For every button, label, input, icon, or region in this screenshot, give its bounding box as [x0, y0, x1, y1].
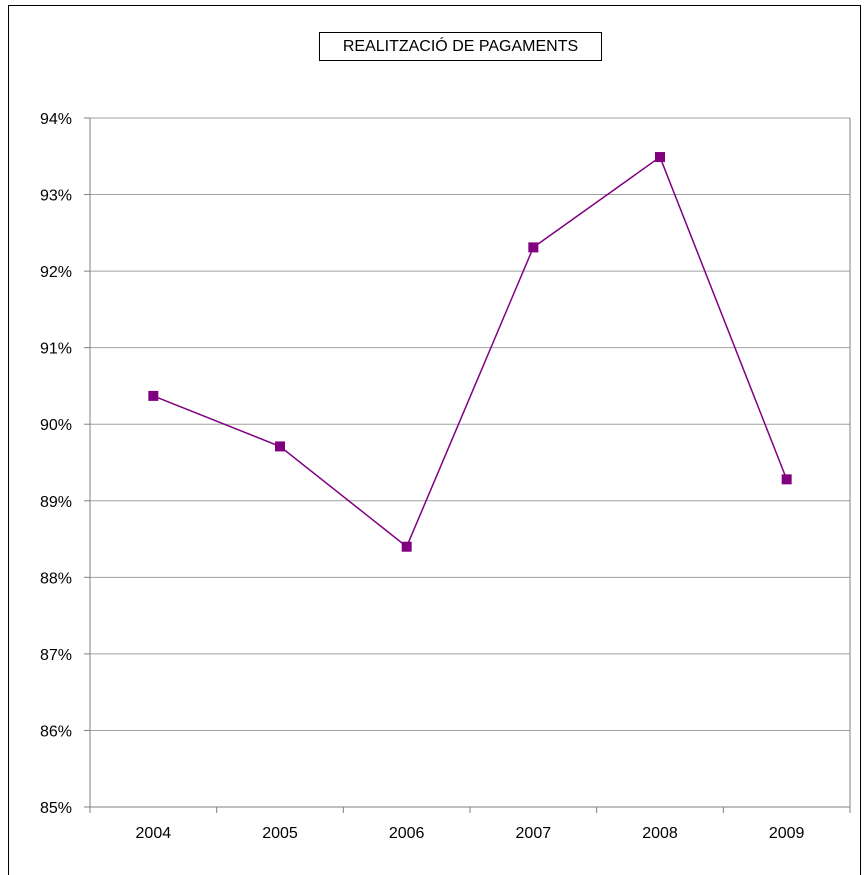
data-point	[781, 474, 792, 485]
y-tick-label: 86%	[40, 723, 72, 740]
y-tick-label: 90%	[40, 417, 72, 434]
data-point	[275, 441, 285, 452]
grid-lines	[90, 117, 850, 731]
y-tick-label: 92%	[40, 264, 72, 281]
data-point	[528, 242, 539, 253]
data-point	[148, 390, 159, 401]
x-tick-label: 2008	[642, 825, 678, 842]
y-tick-label: 85%	[40, 800, 72, 817]
y-tick-label: 91%	[40, 341, 72, 358]
data-point	[655, 152, 665, 163]
chart-title: REALITZACIÓ DE PAGAMENTS	[319, 32, 602, 61]
x-tick-label: 2009	[769, 825, 805, 842]
y-tick-label: 88%	[40, 570, 72, 587]
series-line	[153, 155, 788, 548]
axes	[84, 117, 851, 813]
x-tick-label: 2005	[262, 825, 298, 842]
x-tick-label: 2006	[389, 825, 425, 842]
x-tick-label: 2007	[516, 825, 552, 842]
y-tick-labels: 85% 86% 87% 88% 89% 90% 91% 92% 93% 94%	[40, 111, 72, 817]
x-tick-labels: 2004 2005 2006 2007 2008 2009	[136, 825, 805, 842]
y-tick-label: 93%	[40, 188, 72, 205]
chart-frame	[8, 5, 861, 875]
data-point	[401, 541, 412, 552]
y-tick-label: 87%	[40, 647, 72, 664]
y-tick-label: 94%	[40, 111, 72, 128]
y-tick-label: 89%	[40, 494, 72, 511]
series-group	[148, 152, 792, 552]
x-tick-label: 2004	[136, 825, 172, 842]
